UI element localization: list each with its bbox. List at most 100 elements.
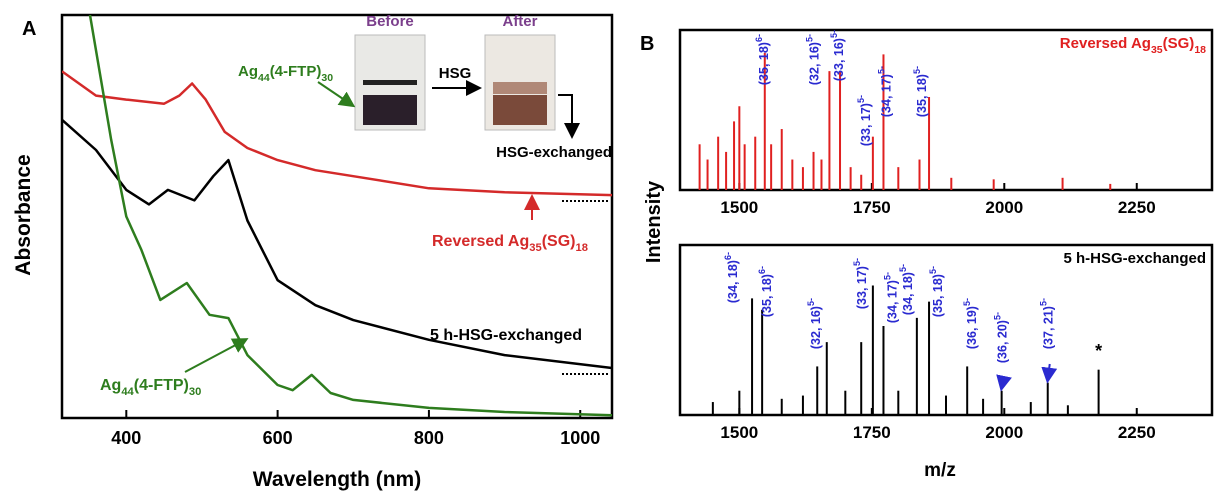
text-part: Ag <box>100 377 121 394</box>
text-part: 30 <box>321 72 333 84</box>
peak-label: (33, 17)5- <box>852 258 869 309</box>
peak-label-text: (37, 21) <box>1042 306 1056 349</box>
peak-label: (34, 18)5- <box>898 264 915 315</box>
x-tick-label: 1750 <box>853 423 891 442</box>
vial-meniscus <box>363 80 417 85</box>
peak-label-charge: 5- <box>852 258 862 266</box>
peak-marker: * <box>1095 341 1102 361</box>
peak-label: (34, 17)5- <box>883 272 900 323</box>
text-part: 5 h-HSG-exchanged <box>1063 250 1206 267</box>
text-part: 44 <box>121 386 134 398</box>
peak-label-charge: 5- <box>805 34 815 42</box>
peak-label-text: (34, 18) <box>726 260 740 303</box>
peak-label-charge: 5- <box>1039 298 1049 306</box>
peak-label: (36, 19)5- <box>963 298 980 349</box>
x-tick-label: 2000 <box>985 198 1023 217</box>
vial-liquid <box>363 95 417 125</box>
peak-label: (32, 16)5- <box>805 34 822 85</box>
peak-label-charge: 5- <box>877 66 887 74</box>
peak-label-text: (36, 20) <box>996 320 1010 363</box>
peak-label-charge: 5- <box>912 66 922 74</box>
x-tick-label: 400 <box>111 428 141 448</box>
plot-frame <box>60 13 614 420</box>
peak-label-charge: 5- <box>806 298 816 306</box>
vial-liquid-top <box>493 82 547 94</box>
peak-label-text: (35, 18) <box>757 42 771 85</box>
text-part: 35 <box>1151 44 1163 56</box>
peak-label-text: (32, 16) <box>809 306 823 349</box>
x-tick-label: 1500 <box>720 198 758 217</box>
text-part: Reversed Ag <box>1060 35 1151 52</box>
peak-label: (36, 20)5- <box>993 312 1010 363</box>
peak-label-text: (32, 16) <box>808 42 822 85</box>
peak-label-text: (33, 17) <box>855 266 869 309</box>
peak-label-text: (33, 16) <box>832 38 846 81</box>
arrow <box>184 338 249 373</box>
inset-label: HSG <box>439 65 472 82</box>
spectrum-line <box>88 15 612 417</box>
peak-label: (33, 17)5- <box>856 95 873 146</box>
x-tick-label: 1000 <box>560 428 600 448</box>
text-part: 44 <box>258 72 270 84</box>
x-tick-label: 2250 <box>1118 198 1156 217</box>
peak-label: (37, 21)5- <box>1039 298 1056 349</box>
text-part: 35 <box>529 242 541 254</box>
series-label: Reversed Ag35(SG)18 <box>432 233 588 254</box>
peak-label-text: (33, 17) <box>859 103 873 146</box>
peak-label-text: (34, 18) <box>901 272 915 315</box>
x-tick-label: 600 <box>263 428 293 448</box>
peak-label: (35, 18)5- <box>912 66 929 117</box>
peak-label-text: (35, 18) <box>931 274 945 317</box>
peak-label-text: (34, 17) <box>880 74 894 117</box>
panel-label: B <box>640 33 654 55</box>
peak-label-charge: 5- <box>898 264 908 272</box>
peak-label: (35, 18)5- <box>928 266 945 317</box>
x-tick-label: 1500 <box>720 423 758 442</box>
series-label: Ag44(4-FTP)30 <box>100 377 201 398</box>
inset-label: Ag44(4-FTP)30 <box>238 63 333 84</box>
y-axis-label: Absorbance <box>12 154 35 275</box>
panel-label: A <box>22 18 36 40</box>
peak-label-text: (35, 18) <box>915 74 929 117</box>
peak-label-charge: 5- <box>928 266 938 274</box>
inset-label: HSG-exchanged <box>496 144 612 161</box>
text-part: Ag <box>238 63 258 80</box>
text-part: Reversed Ag <box>432 233 529 250</box>
text-part: (SG) <box>1163 35 1195 52</box>
text-part: (SG) <box>542 233 576 250</box>
x-axis-label: m/z <box>924 460 956 481</box>
peak-label: (35, 18)6- <box>758 266 775 317</box>
x-axis-label: Wavelength (nm) <box>253 468 421 491</box>
peak-arrow <box>996 374 1012 392</box>
spectrum-title: 5 h-HSG-exchanged <box>1063 250 1206 267</box>
peak-label: (34, 17)5- <box>877 66 894 117</box>
peak-label-charge: 5- <box>963 298 973 306</box>
text-part: 30 <box>189 386 201 398</box>
inset-photos <box>317 34 580 139</box>
peak-label-charge: 5- <box>829 30 839 38</box>
text-part: 5 h-HSG-exchanged <box>430 327 582 344</box>
vial-liquid <box>493 95 547 125</box>
peak-label-text: (35, 18) <box>760 274 774 317</box>
text-part: (4-FTP) <box>270 63 322 80</box>
x-tick-label: 2250 <box>1118 423 1156 442</box>
spectrum-line <box>62 118 612 370</box>
peak-label: (35, 18)6- <box>754 34 771 85</box>
peak-label-charge: 5- <box>856 95 866 103</box>
peak-label-charge: 6- <box>723 252 733 260</box>
peak-label: (34, 18)6- <box>723 252 740 303</box>
peak-label-charge: 5- <box>883 272 893 280</box>
text-part: (4-FTP) <box>134 377 189 394</box>
inset-label: After <box>502 13 537 30</box>
peak-label-text: (36, 19) <box>965 306 979 349</box>
x-tick-label: 2000 <box>985 423 1023 442</box>
text-part: 18 <box>1194 44 1206 56</box>
peak-label-text: (34, 17) <box>886 280 900 323</box>
inset-label: Before <box>366 13 414 30</box>
y-axis-label: Intensity <box>643 180 665 263</box>
arrow <box>558 94 580 139</box>
text-part: 18 <box>575 242 587 254</box>
peak-label-charge: 6- <box>754 34 764 42</box>
